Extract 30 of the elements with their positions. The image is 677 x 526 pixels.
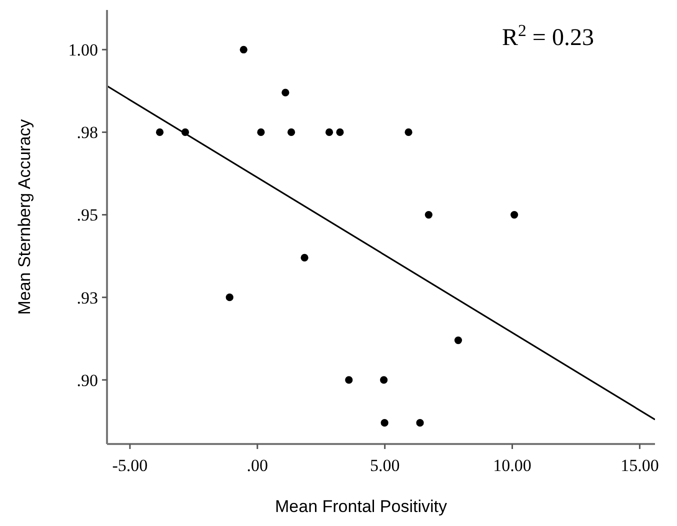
point	[287, 128, 296, 136]
point	[416, 419, 424, 427]
x-tick-label: 10.00	[493, 456, 532, 475]
point	[226, 294, 234, 302]
x-tick-label: 15.00	[620, 456, 659, 475]
point	[510, 210, 518, 219]
y-tick-label: .90	[76, 370, 98, 390]
x-axis-title: Mean Frontal Positivity	[275, 497, 448, 516]
point	[380, 376, 388, 384]
annotation: R$^{2}$ = 0.23	[502, 20, 594, 51]
point	[345, 376, 353, 384]
y-tick-label: 1.00	[68, 40, 98, 60]
x-tick-label: 5.00	[370, 456, 400, 475]
point	[156, 128, 164, 136]
y-axis-title: Mean Sternberg Accuracy	[15, 118, 34, 315]
point	[240, 46, 248, 54]
point	[282, 88, 290, 96]
point	[300, 254, 308, 262]
x-tick-label: -5.00	[112, 456, 148, 475]
x-tick-label: .00	[246, 456, 268, 475]
y-tick-label: .93	[76, 288, 98, 308]
point	[380, 419, 388, 427]
point	[325, 128, 334, 136]
point	[424, 210, 432, 219]
y-tick-label: .98	[76, 123, 98, 142]
y-tick-label: .95	[76, 206, 98, 225]
point	[257, 128, 265, 136]
point	[404, 128, 412, 136]
point	[454, 336, 462, 344]
point	[336, 128, 344, 136]
